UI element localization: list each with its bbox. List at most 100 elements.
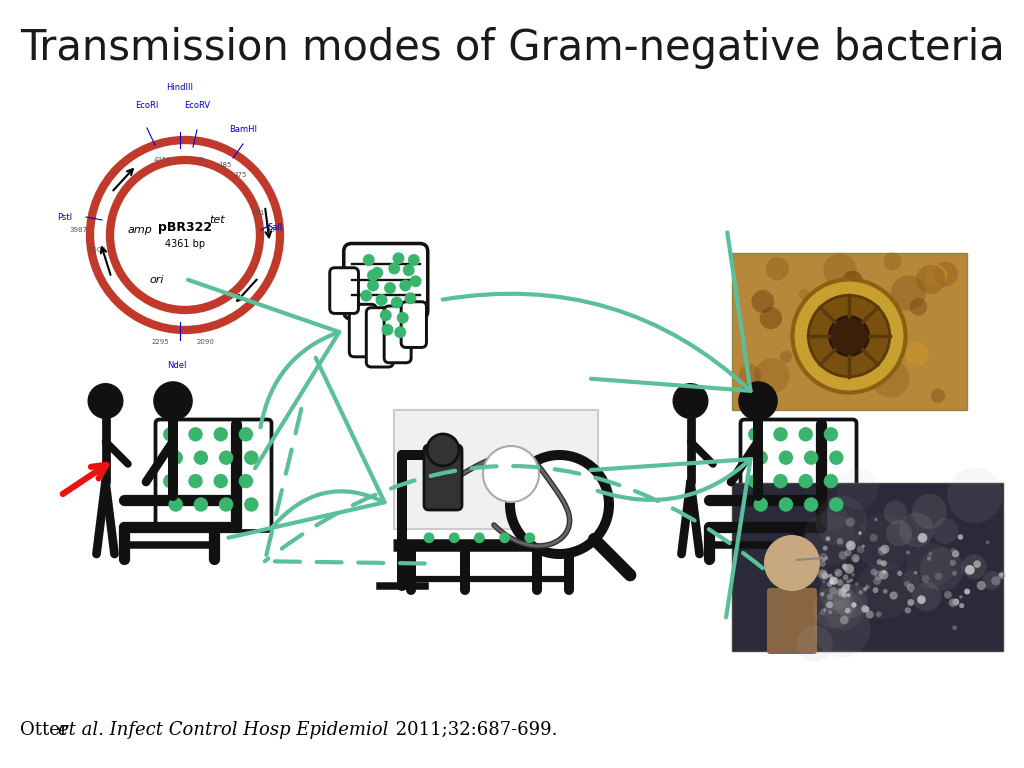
Circle shape bbox=[842, 584, 850, 591]
Circle shape bbox=[752, 290, 774, 313]
Circle shape bbox=[392, 253, 404, 264]
Circle shape bbox=[802, 512, 856, 566]
Text: et al. Infect Control Hosp Epidemiol: et al. Infect Control Hosp Epidemiol bbox=[58, 721, 388, 739]
Circle shape bbox=[474, 532, 484, 543]
Text: 185: 185 bbox=[218, 162, 231, 168]
Circle shape bbox=[857, 546, 864, 553]
FancyBboxPatch shape bbox=[384, 306, 412, 362]
Circle shape bbox=[918, 533, 928, 543]
Circle shape bbox=[844, 564, 854, 574]
Circle shape bbox=[833, 343, 866, 376]
Circle shape bbox=[822, 546, 827, 551]
Circle shape bbox=[863, 606, 869, 612]
Text: Transmission modes of Gram-negative bacteria: Transmission modes of Gram-negative bact… bbox=[19, 27, 1005, 69]
Circle shape bbox=[749, 474, 763, 488]
Circle shape bbox=[837, 468, 879, 509]
Text: EcoRV: EcoRV bbox=[184, 101, 210, 111]
Circle shape bbox=[912, 582, 941, 611]
Circle shape bbox=[897, 571, 902, 576]
Circle shape bbox=[845, 607, 851, 614]
FancyBboxPatch shape bbox=[344, 243, 428, 319]
Circle shape bbox=[965, 565, 975, 574]
Circle shape bbox=[959, 603, 965, 608]
Text: pBR322: pBR322 bbox=[158, 220, 212, 233]
Circle shape bbox=[890, 591, 898, 600]
Circle shape bbox=[835, 569, 843, 577]
Circle shape bbox=[873, 577, 881, 585]
Circle shape bbox=[510, 455, 609, 554]
Circle shape bbox=[824, 556, 827, 560]
Circle shape bbox=[977, 581, 986, 590]
Circle shape bbox=[163, 474, 177, 488]
Circle shape bbox=[829, 587, 837, 594]
Circle shape bbox=[410, 275, 422, 287]
Circle shape bbox=[367, 280, 379, 291]
Circle shape bbox=[402, 264, 415, 276]
FancyBboxPatch shape bbox=[424, 445, 462, 510]
Circle shape bbox=[813, 588, 854, 629]
Circle shape bbox=[194, 451, 208, 465]
Circle shape bbox=[847, 584, 851, 588]
Circle shape bbox=[826, 601, 834, 608]
Circle shape bbox=[929, 551, 933, 556]
Circle shape bbox=[855, 285, 878, 308]
Circle shape bbox=[847, 594, 851, 597]
Circle shape bbox=[360, 290, 372, 302]
Circle shape bbox=[799, 474, 813, 488]
Circle shape bbox=[764, 535, 820, 591]
Circle shape bbox=[816, 283, 829, 296]
Circle shape bbox=[399, 280, 412, 291]
Text: 3500: 3500 bbox=[88, 247, 105, 253]
Circle shape bbox=[845, 549, 852, 556]
Circle shape bbox=[927, 556, 931, 561]
Circle shape bbox=[213, 427, 228, 442]
Circle shape bbox=[899, 512, 934, 547]
Circle shape bbox=[933, 262, 958, 286]
Circle shape bbox=[449, 532, 460, 543]
Circle shape bbox=[991, 576, 1000, 585]
Circle shape bbox=[907, 599, 914, 606]
Circle shape bbox=[952, 625, 957, 631]
Text: Otter: Otter bbox=[20, 721, 75, 739]
Circle shape bbox=[524, 532, 536, 543]
Text: BamHI: BamHI bbox=[229, 125, 257, 134]
Circle shape bbox=[861, 605, 868, 613]
Circle shape bbox=[902, 571, 920, 588]
Circle shape bbox=[828, 574, 833, 578]
Circle shape bbox=[239, 474, 253, 488]
Circle shape bbox=[818, 569, 827, 578]
Circle shape bbox=[881, 545, 890, 554]
Circle shape bbox=[408, 254, 420, 266]
Text: 1000: 1000 bbox=[266, 227, 284, 233]
Circle shape bbox=[843, 271, 863, 291]
Circle shape bbox=[962, 554, 987, 579]
Circle shape bbox=[878, 547, 887, 555]
Circle shape bbox=[906, 584, 914, 591]
Circle shape bbox=[483, 446, 539, 502]
Circle shape bbox=[909, 298, 928, 316]
Circle shape bbox=[922, 575, 930, 583]
Text: 2090: 2090 bbox=[196, 339, 214, 345]
Circle shape bbox=[826, 293, 861, 328]
FancyBboxPatch shape bbox=[394, 410, 598, 529]
Circle shape bbox=[855, 582, 858, 586]
Circle shape bbox=[904, 581, 910, 588]
Circle shape bbox=[188, 474, 203, 488]
Circle shape bbox=[846, 518, 855, 527]
Circle shape bbox=[778, 498, 794, 511]
Circle shape bbox=[823, 474, 838, 488]
Circle shape bbox=[952, 598, 959, 605]
Circle shape bbox=[869, 534, 878, 542]
FancyBboxPatch shape bbox=[732, 483, 1002, 651]
Circle shape bbox=[804, 498, 818, 511]
Circle shape bbox=[843, 574, 849, 580]
Circle shape bbox=[754, 451, 768, 465]
Circle shape bbox=[376, 294, 387, 306]
Circle shape bbox=[918, 595, 926, 604]
Circle shape bbox=[754, 498, 768, 511]
FancyBboxPatch shape bbox=[767, 588, 817, 654]
Circle shape bbox=[916, 265, 945, 294]
Circle shape bbox=[879, 547, 882, 551]
Circle shape bbox=[913, 571, 918, 574]
Circle shape bbox=[244, 451, 258, 465]
